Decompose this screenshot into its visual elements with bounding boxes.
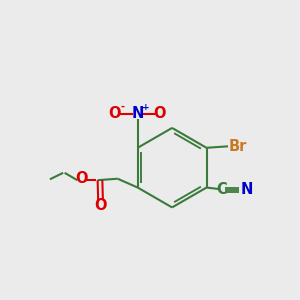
Text: O: O xyxy=(94,198,107,213)
Text: O: O xyxy=(108,106,121,122)
Text: O: O xyxy=(154,106,166,122)
Text: C: C xyxy=(216,182,227,197)
Text: N: N xyxy=(131,106,144,122)
Text: +: + xyxy=(142,103,149,112)
Text: -: - xyxy=(121,102,125,112)
Text: Br: Br xyxy=(229,139,247,154)
Text: O: O xyxy=(75,171,88,186)
Text: N: N xyxy=(241,182,253,197)
